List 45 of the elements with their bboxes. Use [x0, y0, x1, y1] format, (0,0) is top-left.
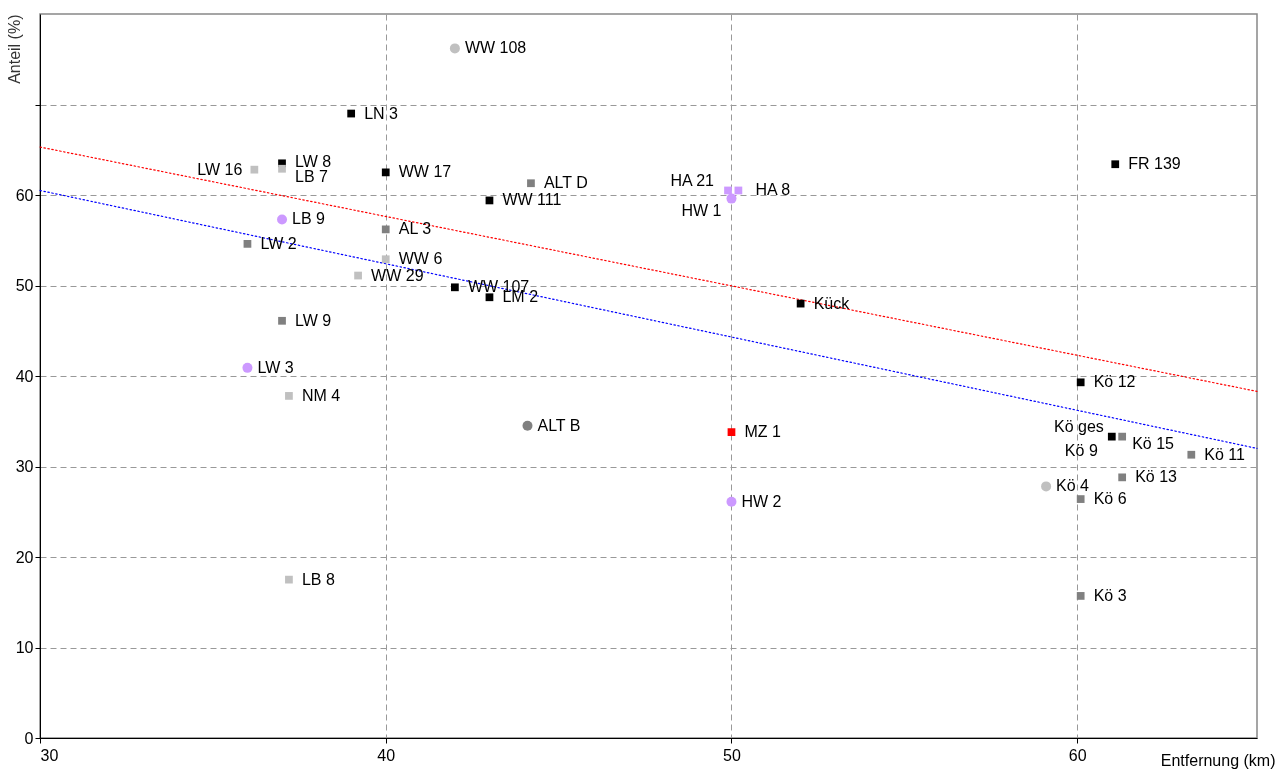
annotation: HA 21: [670, 172, 715, 190]
annotation: FR 139: [1128, 155, 1181, 173]
x-tick-label: 30: [40, 746, 59, 764]
annotation: WW 111: [502, 191, 562, 209]
annotation: WW 29: [371, 266, 424, 284]
annotation: Kück: [813, 294, 851, 312]
y-tick-label: 10: [15, 639, 34, 656]
y-tick-label: 40: [15, 367, 34, 385]
annotation: Kö 15: [1132, 434, 1175, 452]
annotation: Kö 13: [1135, 468, 1178, 486]
annotation: HW 1: [681, 201, 722, 219]
annotation: AL 3: [398, 220, 432, 238]
y-tick-label: 60: [15, 186, 34, 204]
x-axis-title: Entfernung (km): [1160, 751, 1276, 769]
annotation: ALT D: [543, 174, 588, 192]
annotation: HA 8: [755, 181, 791, 199]
x-tick-label: 40: [377, 746, 396, 764]
annotation: Kö ges: [1053, 417, 1104, 435]
annotation: MZ 1: [744, 423, 782, 441]
x-tick-label: 60: [1068, 746, 1087, 764]
y-tick-label: 0: [24, 729, 34, 747]
annotation: Kö 9: [1064, 441, 1098, 459]
annotation: ALT B: [537, 416, 581, 434]
annotation: WW 17: [398, 163, 452, 181]
annotation: WW 108: [464, 39, 527, 57]
annotation: Kö 4: [1056, 477, 1090, 495]
y-tick-label: 50: [15, 277, 34, 294]
annotation: Kö 11: [1204, 445, 1246, 463]
x-tick-label: 50: [723, 746, 741, 764]
annotation: LB 8: [301, 570, 335, 588]
annotation: NM 4: [301, 386, 341, 404]
annotation: LW 16: [197, 160, 243, 178]
annotation: Kö 12: [1093, 373, 1136, 391]
annotation: WW 6: [398, 250, 443, 268]
y-tick-label: 20: [15, 548, 34, 566]
annotation: Kö 3: [1093, 586, 1127, 604]
y-tick-label: 30: [15, 458, 34, 475]
y-axis-title: Anteil (%): [5, 14, 23, 84]
annotation: LW 3: [257, 358, 294, 376]
annotation: LB 9: [292, 210, 326, 228]
annotation: LW 2: [260, 234, 297, 252]
annotation: Kö 6: [1093, 490, 1127, 508]
annotation: LW 9: [295, 311, 332, 329]
annotation: HW 2: [741, 492, 782, 510]
annotation: LN 3: [364, 104, 399, 122]
